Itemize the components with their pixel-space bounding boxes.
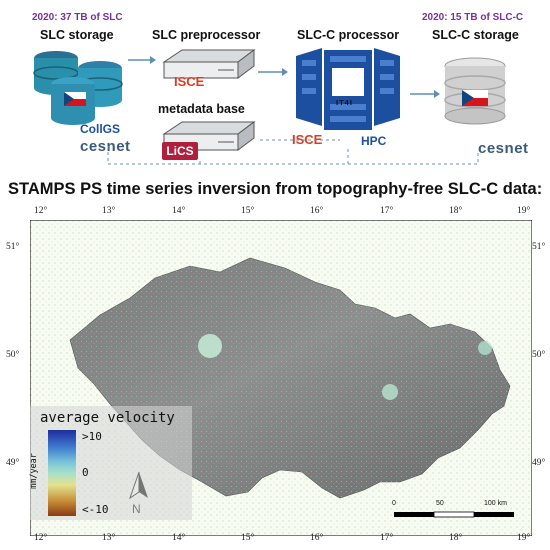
lon-tick-bottom: 16°	[310, 533, 324, 543]
arrow-preprocessor-to-processor	[258, 68, 288, 76]
scale-label: 100 km	[484, 500, 507, 507]
lat-tick-left: 49°	[6, 458, 20, 468]
db-stack-right	[77, 61, 123, 107]
lon-tick-top: 15°	[241, 206, 255, 216]
hpc-cluster-icon	[296, 48, 400, 130]
legend-colorbar	[48, 430, 76, 516]
slc-preprocessor-title: SLC preprocessor	[152, 28, 261, 42]
isce-label-preprocessor: ISCE	[174, 74, 205, 89]
metadata-base-title: metadata base	[158, 102, 245, 116]
velocity-legend: average velocity mm/year >10 0 <-10	[28, 406, 192, 520]
lon-ticks-bottom: 12° 13° 14° 15° 16° 17° 18° 19°	[0, 533, 550, 545]
db-stack-front	[51, 77, 95, 125]
lon-tick-top: 12°	[34, 206, 48, 216]
lon-ticks-top: 12° 13° 14° 15° 16° 17° 18° 19°	[0, 206, 550, 218]
cesnet-logo-right: cesnet	[478, 140, 529, 157]
lon-tick-top: 17°	[380, 206, 394, 216]
slcc-storage-database-icon	[444, 57, 506, 125]
lat-tick-right: 51°	[532, 242, 546, 252]
scale-label: 50	[436, 500, 444, 507]
lat-tick-left: 51°	[6, 242, 20, 252]
slc-storage-note: 2020: 37 TB of SLC	[32, 12, 123, 23]
lat-tick-left: 50°	[6, 350, 20, 360]
arrow-storage-to-preprocessor	[128, 56, 156, 64]
lon-tick-top: 13°	[102, 206, 116, 216]
slc-storage-database-icon	[33, 51, 123, 125]
isce-label-processor: ISCE	[292, 132, 323, 147]
legend-tick: >10	[82, 430, 102, 443]
slcc-storage-title: SLC-C storage	[432, 28, 519, 42]
map-figure: 12° 13° 14° 15° 16° 17° 18° 19°	[0, 200, 550, 550]
hpc-label: HPC	[361, 134, 387, 148]
lat-tick-right: 49°	[532, 458, 546, 468]
lon-tick-bottom: 13°	[102, 533, 116, 543]
legend-unit: mm/year	[28, 453, 39, 489]
lon-tick-bottom: 17°	[380, 533, 394, 543]
legend-tick: 0	[82, 466, 89, 479]
legend-title: average velocity	[40, 410, 175, 426]
lon-tick-top: 19°	[517, 206, 531, 216]
collgs-label: CollGS	[80, 122, 121, 136]
lon-tick-bottom: 18°	[449, 533, 463, 543]
lon-tick-top: 18°	[449, 206, 463, 216]
lon-tick-bottom: 14°	[172, 533, 186, 543]
lics-logo: LiCS	[162, 142, 198, 160]
lon-tick-top: 16°	[310, 206, 324, 216]
dashed-connectors	[107, 139, 479, 165]
slc-storage-title: SLC storage	[40, 28, 114, 42]
slcc-storage-note: 2020: 15 TB of SLC-C	[422, 12, 524, 23]
lon-tick-bottom: 19°	[517, 533, 531, 543]
arrow-processor-to-storage	[410, 90, 440, 98]
workflow-diagram: 2020: 37 TB of SLC SLC storage CollGS	[0, 0, 550, 172]
lon-tick-bottom: 15°	[241, 533, 255, 543]
lon-tick-bottom: 12°	[34, 533, 48, 543]
main-title: STAMPS PS time series inversion from top…	[8, 180, 543, 198]
slcc-processor-title: SLC-C processor	[297, 28, 400, 42]
lics-label: LiCS	[166, 144, 194, 158]
legend-tick: <-10	[82, 503, 109, 516]
scale-bar	[394, 511, 514, 518]
scale-label: 0	[392, 500, 396, 507]
prague-cluster	[198, 334, 222, 358]
it4i-label: IT4I	[336, 98, 353, 107]
server-preprocessor-icon	[162, 49, 256, 79]
lon-tick-top: 14°	[172, 206, 186, 216]
cesnet-logo-left: cesnet	[80, 138, 131, 155]
lat-tick-right: 50°	[532, 350, 546, 360]
